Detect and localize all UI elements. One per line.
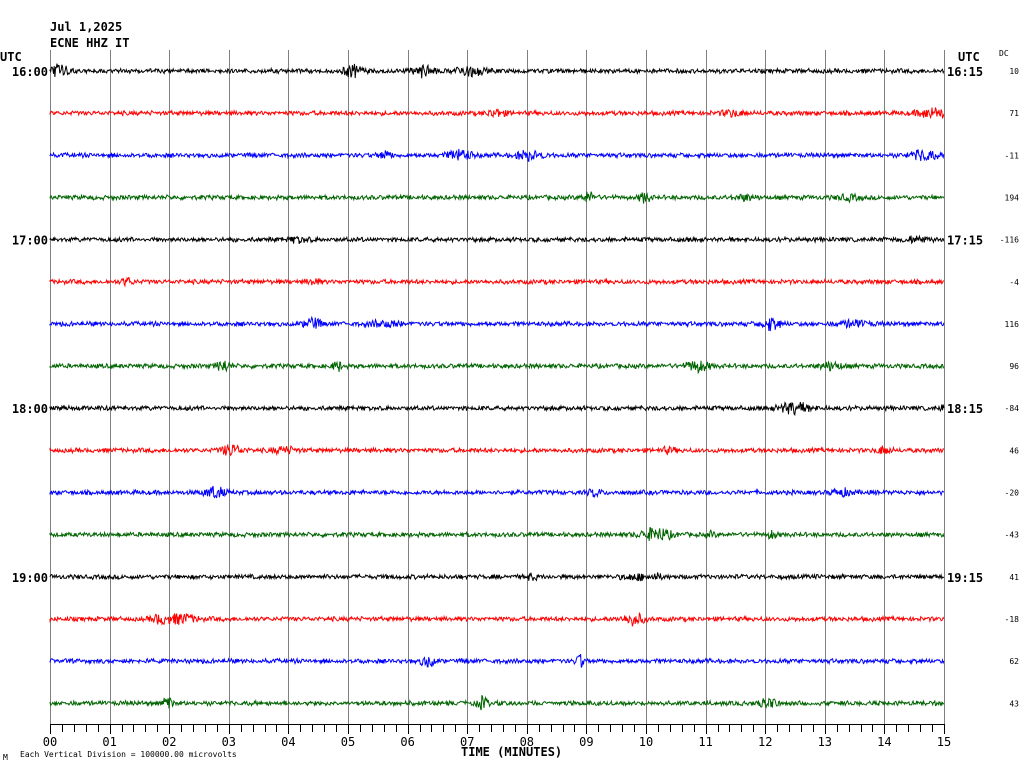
trace-line xyxy=(49,63,945,79)
x-tick-label: 04 xyxy=(281,735,295,749)
dc-offset-label: 10 xyxy=(1009,67,1019,76)
row-time-left-label: 19:00 xyxy=(12,571,48,585)
dc-offset-label: -11 xyxy=(1005,151,1020,160)
x-tick-label: 02 xyxy=(162,735,176,749)
dc-offset-label: 96 xyxy=(1009,362,1019,371)
row-labels: 16:00 16:15 10 71 -11 194 17:00 17:15 -116 -4 116 9… xyxy=(12,65,1019,708)
x-tick-label: 13 xyxy=(818,735,832,749)
date-label: Jul 1,2025 xyxy=(50,20,122,34)
corner-mark: M xyxy=(3,753,8,762)
row-time-right-label: 16:15 xyxy=(947,65,983,79)
row-time-left-label: 18:00 xyxy=(12,402,48,416)
dc-offset-label: 43 xyxy=(1009,699,1019,708)
dc-offset-label: 62 xyxy=(1009,657,1019,666)
trace-line xyxy=(49,611,945,627)
dc-offset-label: -43 xyxy=(1005,531,1020,540)
trace-line xyxy=(49,315,945,332)
dc-offset-label: -116 xyxy=(1000,236,1019,245)
x-axis: 00 01 02 03 04 05 06 07 08 09 10 11 12 13 14 15 xyxy=(43,724,951,749)
trace-group xyxy=(49,63,945,711)
left-timezone-label: UTC xyxy=(0,50,22,64)
dc-offset-label: 46 xyxy=(1009,446,1019,455)
dc-offset-label: -4 xyxy=(1009,278,1019,287)
dc-offset-label: -20 xyxy=(1005,489,1020,498)
x-tick-label: 08 xyxy=(520,735,534,749)
row-time-right-label: 18:15 xyxy=(947,402,983,416)
x-tick-label: 05 xyxy=(341,735,355,749)
trace-line xyxy=(49,572,945,582)
grid-lines xyxy=(50,50,945,725)
row-time-right-label: 19:15 xyxy=(947,571,983,585)
trace-line xyxy=(49,148,945,163)
trace-line xyxy=(49,653,945,668)
scale-note: Each Vertical Division = 100000.00 micro… xyxy=(20,750,237,759)
trace-line xyxy=(49,360,945,375)
x-tick-label: 07 xyxy=(460,735,474,749)
dc-offset-label: 71 xyxy=(1009,109,1019,118)
trace-line xyxy=(49,276,944,288)
row-time-right-label: 17:15 xyxy=(947,234,983,248)
trace-line xyxy=(49,191,945,204)
right-timezone-label: UTC xyxy=(958,50,980,64)
x-tick-label: 15 xyxy=(937,735,951,749)
dc-offset-label: 116 xyxy=(1005,320,1020,329)
trace-line xyxy=(49,234,945,245)
x-tick-label: 03 xyxy=(222,735,236,749)
row-time-left-label: 17:00 xyxy=(12,234,48,248)
trace-line xyxy=(49,485,945,499)
trace-line xyxy=(49,401,945,417)
station-label: ECNE HHZ IT xyxy=(50,36,129,50)
x-tick-label: 11 xyxy=(698,735,712,749)
x-tick-label: 09 xyxy=(579,735,593,749)
trace-line xyxy=(49,527,945,541)
x-axis-title: TIME (MINUTES) xyxy=(461,745,562,759)
x-tick-label: 10 xyxy=(639,735,653,749)
dc-offset-label: 194 xyxy=(1005,193,1020,202)
x-tick-label: 12 xyxy=(758,735,772,749)
trace-line xyxy=(49,107,945,120)
x-tick-label: 14 xyxy=(877,735,891,749)
dc-offset-label: -84 xyxy=(1005,404,1020,413)
trace-line xyxy=(49,695,945,711)
dc-offset-label: -18 xyxy=(1005,615,1020,624)
dc-offset-label: 41 xyxy=(1009,573,1019,582)
x-tick-label: 00 xyxy=(43,735,57,749)
row-time-left-label: 16:00 xyxy=(12,65,48,79)
x-tick-label: 06 xyxy=(400,735,414,749)
trace-line xyxy=(49,443,945,457)
dc-header-label: DC xyxy=(999,49,1009,58)
x-tick-label: 01 xyxy=(102,735,116,749)
